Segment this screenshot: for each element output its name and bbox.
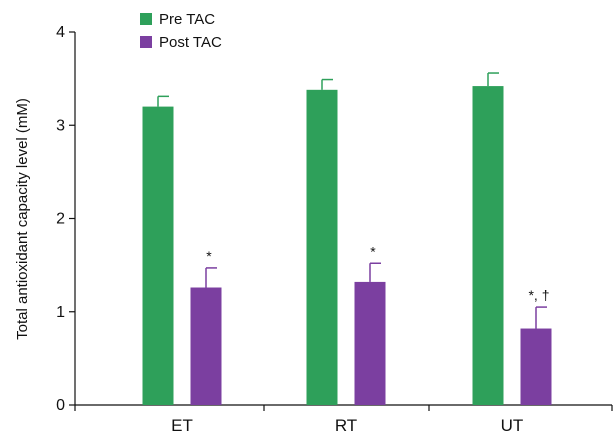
- legend: Pre TAC Post TAC: [140, 11, 222, 51]
- bars: * * *, †: [142, 72, 552, 406]
- x-tick-label: RT: [335, 416, 357, 435]
- significance-annotation: *: [370, 243, 376, 259]
- significance-annotation: *, †: [528, 287, 549, 303]
- y-tick-label: 4: [56, 24, 65, 41]
- legend-label: Pre TAC: [159, 11, 215, 28]
- bar: [520, 328, 552, 405]
- y-tick-label: 3: [56, 117, 65, 134]
- legend-swatch: [140, 13, 152, 25]
- legend-swatch: [140, 36, 152, 48]
- x-tick-label: ET: [171, 416, 193, 435]
- bar: [190, 287, 222, 405]
- y-tick-label: 0: [56, 397, 65, 414]
- x-tick-label: UT: [501, 416, 524, 435]
- y-axis-label: Total antioxidant capacity level (mM): [14, 98, 31, 340]
- bar: [306, 89, 338, 405]
- y-tick-label: 2: [56, 211, 65, 228]
- bar: [354, 281, 386, 405]
- y-tick-label: 1: [56, 304, 65, 321]
- bar: [472, 86, 504, 406]
- bar: [142, 106, 174, 405]
- legend-label: Post TAC: [159, 34, 222, 51]
- significance-annotation: *: [206, 248, 212, 264]
